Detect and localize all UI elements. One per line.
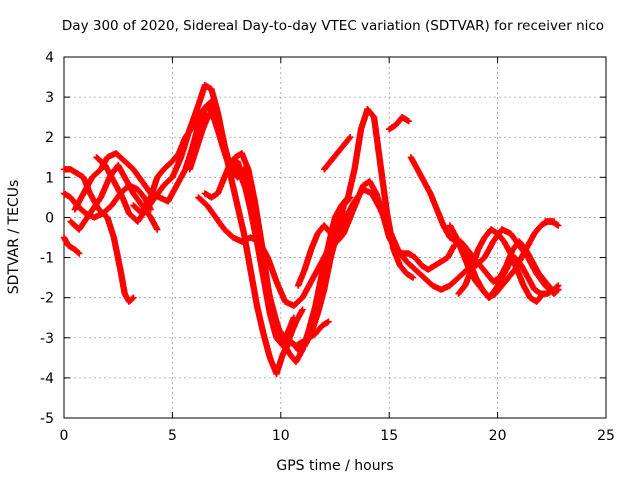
series-track-q xyxy=(455,226,547,305)
data-marks xyxy=(60,81,562,378)
y-tick-label: 0 xyxy=(45,210,54,226)
x-axis-label: GPS time / hours xyxy=(276,458,393,474)
y-tick-labels: -5 -4 -3 -2 -1 0 1 2 3 4 xyxy=(40,50,54,427)
plus-markers xyxy=(60,234,83,257)
y-tick-label: 3 xyxy=(45,90,54,106)
x-tick-label: 10 xyxy=(272,428,290,444)
x-tick-labels: 0 5 10 15 20 25 xyxy=(60,428,615,444)
plus-markers xyxy=(455,226,547,305)
series-track-f xyxy=(93,81,332,378)
y-tick-label: -5 xyxy=(40,411,54,427)
plus-markers xyxy=(93,81,332,378)
series-track-r xyxy=(542,218,562,229)
series-track-c xyxy=(60,182,154,221)
plus-markers xyxy=(407,154,558,301)
plus-markers xyxy=(386,114,412,133)
plus-markers xyxy=(542,218,562,229)
y-axis-label: SDTVAR / TECUs xyxy=(6,180,22,295)
series-track-j xyxy=(201,158,306,349)
x-tick-label: 25 xyxy=(597,428,615,444)
y-tick-label: 1 xyxy=(45,170,54,186)
y-tick-label: -1 xyxy=(40,251,54,267)
x-tick-label: 20 xyxy=(489,428,507,444)
series-track-o xyxy=(407,154,558,301)
y-tick-label: 4 xyxy=(45,50,54,66)
x-tick-label: 5 xyxy=(168,428,177,444)
x-tick-label: 0 xyxy=(60,428,69,444)
x-tick-label: 15 xyxy=(380,428,398,444)
plus-markers xyxy=(201,158,306,349)
y-tick-label: -4 xyxy=(40,371,54,387)
chart-title: Day 300 of 2020, Sidereal Day-to-day VTE… xyxy=(62,18,604,34)
y-tick-label: 2 xyxy=(45,130,54,146)
series-track-n xyxy=(386,114,412,133)
y-tick-label: -3 xyxy=(40,331,54,347)
series-track-a xyxy=(60,234,83,257)
plus-markers xyxy=(60,182,154,221)
series-track-m xyxy=(321,134,354,173)
plus-markers xyxy=(321,134,354,173)
y-tick-label: -2 xyxy=(40,291,54,307)
